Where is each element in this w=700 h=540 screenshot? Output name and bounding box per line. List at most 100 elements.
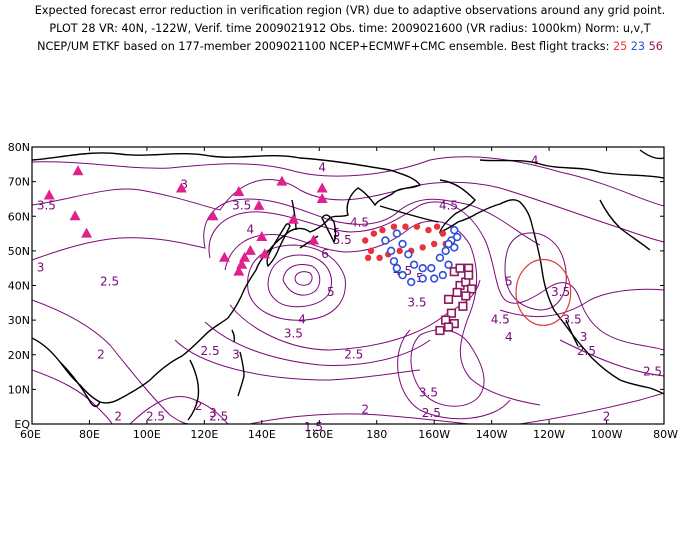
track-23-point xyxy=(450,225,459,235)
track-23-point xyxy=(441,246,450,256)
coastline-aleutian xyxy=(379,205,439,223)
track-23-point xyxy=(386,246,396,256)
track-56-point xyxy=(461,291,471,301)
track-25-point xyxy=(370,230,378,237)
contour-label: 3 xyxy=(37,261,45,275)
track-25-point xyxy=(433,223,441,230)
contour-label: 5 xyxy=(333,226,341,240)
contour-label: 3 xyxy=(180,178,188,192)
track-23-point xyxy=(452,232,462,242)
track-23-point xyxy=(409,260,419,269)
contour-label: 5.5 xyxy=(333,233,352,247)
coastline-sakhalin xyxy=(291,199,297,231)
title-line-3: NCEP/UM ETKF based on 177-member 2009021… xyxy=(0,38,700,56)
coastline-alaska xyxy=(438,179,533,234)
track-23-point xyxy=(392,263,402,273)
longitude-labels: 60E 80E 100E 120E 140E 160E 180 160W 140W 120W 100… xyxy=(20,428,678,441)
flight-track-23 xyxy=(381,225,462,287)
contour-line xyxy=(559,339,664,377)
triangle-marker xyxy=(308,234,320,245)
contour-label: 2.5 xyxy=(344,347,363,361)
lon-label: 160E xyxy=(305,428,333,441)
track-23-point xyxy=(429,274,439,283)
contour-label: 2.5 xyxy=(209,410,228,424)
track-25-point xyxy=(419,244,426,251)
track-56-point xyxy=(452,287,462,298)
coastline-taiwan xyxy=(231,329,236,343)
track-25-point xyxy=(396,247,403,255)
title-line-1: Expected forecast error reduction in ver… xyxy=(34,4,666,17)
lon-label: 180 xyxy=(366,428,387,441)
contour-label: 4.5 xyxy=(491,313,510,327)
lat-label: 30N xyxy=(8,314,30,327)
triangle-marker xyxy=(207,210,219,221)
triangle-marker xyxy=(43,189,55,200)
lon-label: 100E xyxy=(133,428,161,441)
contour-line xyxy=(224,220,541,406)
triangle-marker xyxy=(287,213,299,224)
coastline-asia xyxy=(32,152,422,404)
contour-label: 3 xyxy=(209,406,217,420)
track-25-point xyxy=(362,237,369,244)
coastline-philippines xyxy=(237,351,245,397)
lat-label: 70N xyxy=(8,176,30,189)
track-25-point xyxy=(425,226,432,234)
contour-label: 2.5 xyxy=(422,406,441,420)
track-56-point xyxy=(435,325,445,336)
track-56-point xyxy=(446,308,457,318)
contour-line xyxy=(32,369,113,424)
contour-label: 3 xyxy=(232,347,240,361)
coastline-layer xyxy=(32,149,664,421)
track-23-point xyxy=(418,274,427,283)
track-56-point xyxy=(443,294,454,304)
contour-label: 4 xyxy=(531,153,539,167)
latitude-labels: EQ 10N 20N 30N 40N 50N 60N 70N 80N xyxy=(8,141,31,431)
track-25-point xyxy=(364,254,372,261)
coastline-india xyxy=(59,361,101,408)
triangle-marker xyxy=(253,199,265,210)
track-23-point xyxy=(438,270,447,280)
lon-label: 160W xyxy=(418,428,450,441)
track-25-point xyxy=(390,223,398,230)
track-23-point xyxy=(392,229,402,238)
contour-label: 2 xyxy=(114,410,122,424)
title-line-3-text: NCEP/UM ETKF based on 177-member 2009021… xyxy=(37,40,613,53)
lat-label: 80N xyxy=(8,141,30,154)
track-23-point xyxy=(418,263,427,273)
lon-label: 100W xyxy=(591,428,623,441)
track-23-point xyxy=(398,270,407,280)
lat-label: 40N xyxy=(8,280,30,293)
lon-label: 120E xyxy=(190,428,218,441)
track-25-point xyxy=(413,223,421,230)
triangle-marker xyxy=(276,175,288,186)
axis-ticks xyxy=(31,146,665,425)
contour-label: 2.5 xyxy=(146,410,165,424)
coastline-arctic xyxy=(479,159,664,179)
triangle-marker xyxy=(72,165,84,176)
triangle-marker xyxy=(259,248,271,259)
contour-label: 5 xyxy=(327,285,335,299)
lat-label: 20N xyxy=(8,349,30,362)
coastline-north-america xyxy=(531,224,664,395)
track-23-point xyxy=(444,260,453,269)
contour-line xyxy=(174,339,421,381)
contour-line xyxy=(32,179,664,243)
triangle-markers xyxy=(43,165,328,276)
coastline-hudson xyxy=(599,199,651,251)
triangle-marker xyxy=(69,210,81,221)
track-56-point xyxy=(458,301,468,311)
track-56-point xyxy=(466,284,477,294)
contour-label: 4.5 xyxy=(439,198,458,212)
lon-label: 120W xyxy=(533,428,565,441)
contour-label: 3 xyxy=(580,330,588,344)
coastline-greenland xyxy=(639,149,664,160)
contour-label: 4 xyxy=(247,223,255,237)
contour-line xyxy=(410,329,485,407)
contour-label: 5 xyxy=(505,275,513,289)
contour-line xyxy=(32,156,664,207)
title-block: Expected forecast error reduction in ver… xyxy=(0,2,700,56)
track-25-point xyxy=(376,254,383,261)
track-23-point xyxy=(407,277,416,287)
